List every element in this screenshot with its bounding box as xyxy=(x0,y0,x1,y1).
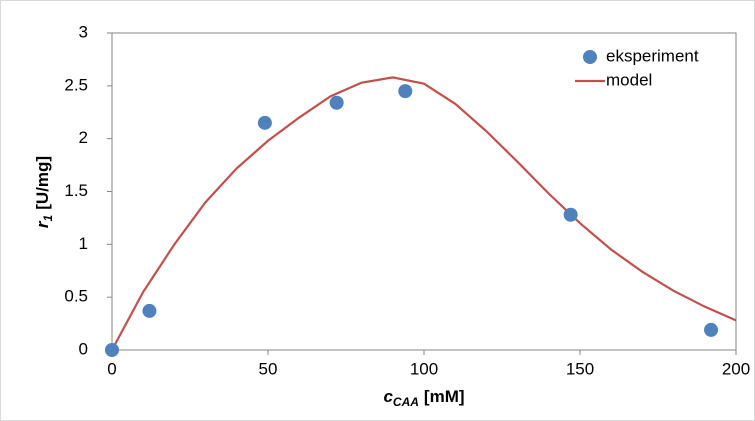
y-sub: 1 xyxy=(41,214,55,221)
x-tick-label: 100 xyxy=(410,359,438,378)
x-tick-label: 200 xyxy=(722,359,750,378)
data-point xyxy=(398,84,413,99)
data-point xyxy=(257,115,272,130)
legend-label: eksperiment xyxy=(606,46,699,65)
x-tick-label: 0 xyxy=(107,359,116,378)
y-tick-label: 0 xyxy=(79,339,88,358)
x-unit: [mM] xyxy=(424,387,465,406)
data-point xyxy=(563,207,578,222)
y-tick-label: 3 xyxy=(79,22,88,41)
x-tick-label: 50 xyxy=(259,359,278,378)
y-unit: [U/mg] xyxy=(33,156,52,210)
model-line xyxy=(111,76,737,351)
x-tick-label: 150 xyxy=(566,359,594,378)
data-point xyxy=(329,95,344,110)
y-var: r xyxy=(33,220,52,228)
y-tick-label: 1.5 xyxy=(64,181,88,200)
x-sub: CAA xyxy=(393,395,419,409)
data-point xyxy=(142,303,157,318)
legend-label: model xyxy=(606,70,652,89)
x-var: c xyxy=(383,387,393,406)
data-point xyxy=(105,343,119,357)
x-axis-title: cCAA [mM] xyxy=(383,387,464,409)
y-tick-label: 2 xyxy=(79,128,88,147)
legend-marker xyxy=(583,50,597,64)
y-axis-title: r1 [U/mg] xyxy=(33,156,55,228)
y-tick-label: 0.5 xyxy=(64,287,88,306)
y-tick-label: 1 xyxy=(79,234,88,253)
y-tick-label: 2.5 xyxy=(64,75,88,94)
data-point xyxy=(704,322,719,337)
